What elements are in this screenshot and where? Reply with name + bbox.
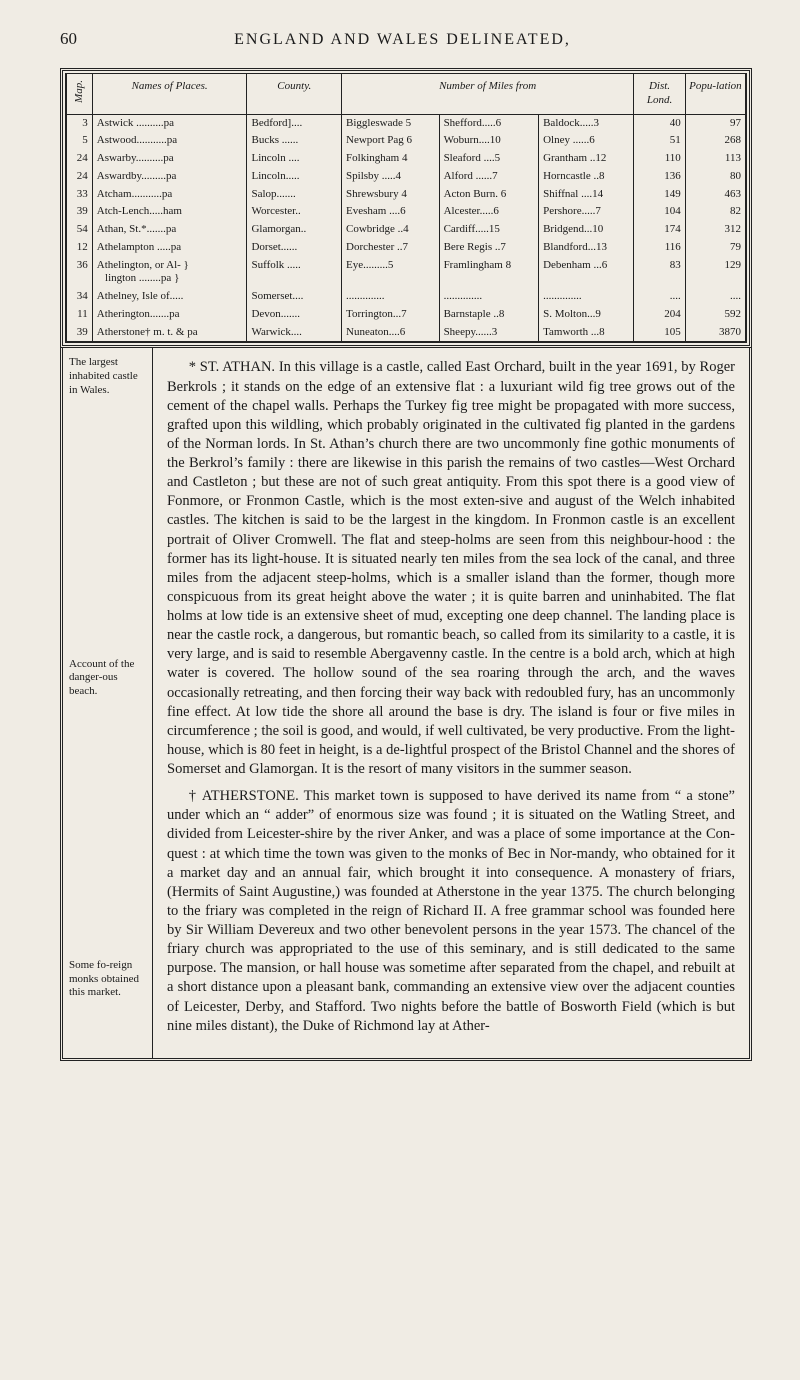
- margin-note-2: Account of the danger-ous beach.: [69, 658, 146, 699]
- running-title: ENGLAND AND WALES DELINEATED,: [77, 30, 728, 50]
- margin-note-3: Some fo-reign monks obtained this market…: [69, 959, 146, 1000]
- table-row: 3Astwick ..........paBedford]....Biggles…: [67, 114, 746, 132]
- table-row: 34Athelney, Isle of.....Somerset........…: [67, 288, 746, 306]
- table-row: 24Aswarby..........paLincoln ....Folking…: [67, 150, 746, 168]
- table-row: 12Athelampton .....paDorset......Dorches…: [67, 239, 746, 257]
- article-p2: † ATHERSTONE. This market town is suppos…: [167, 787, 735, 1036]
- table-row: 5Astwood...........paBucks ......Newport…: [67, 132, 746, 150]
- table-row: 54Athan, St.*.......paGlamorgan..Cowbrid…: [67, 221, 746, 239]
- table-row: 33Atcham...........paSalop.......Shrewsb…: [67, 186, 746, 204]
- margin-note-1: The largest inhabited castle in Wales.: [69, 356, 146, 397]
- article-body: * ST. ATHAN. In this village is a castle…: [153, 348, 749, 1057]
- page-number: 60: [60, 28, 77, 49]
- margin-column: The largest inhabited castle in Wales. A…: [63, 348, 153, 1057]
- page-header: 60 ENGLAND AND WALES DELINEATED,: [60, 28, 752, 50]
- table-row: 36Athelington, or Al- } lington ........…: [67, 257, 746, 289]
- table-row: 39Atherstone† m. t. & paWarwick....Nunea…: [67, 324, 746, 342]
- table-row: 11Atherington.......paDevon.......Torrin…: [67, 306, 746, 324]
- col-number-header: Number of Miles from: [342, 74, 634, 114]
- table-frame: Map. Names of Places. County. Number of …: [60, 68, 752, 348]
- col-pop-header: Popu-lation: [685, 74, 745, 114]
- table-row: 24Aswardby.........paLincoln.....Spilsby…: [67, 168, 746, 186]
- article-p1: * ST. ATHAN. In this village is a castle…: [167, 358, 735, 779]
- col-map-header: Map.: [67, 74, 93, 114]
- col-names-header: Names of Places.: [92, 74, 247, 114]
- col-dist-header: Dist. Lond.: [634, 74, 686, 114]
- col-county-header: County.: [247, 74, 342, 114]
- places-table: Map. Names of Places. County. Number of …: [66, 74, 746, 342]
- table-row: 39Atch-Lench.....hamWorcester..Evesham .…: [67, 203, 746, 221]
- article-frame: The largest inhabited castle in Wales. A…: [60, 348, 752, 1060]
